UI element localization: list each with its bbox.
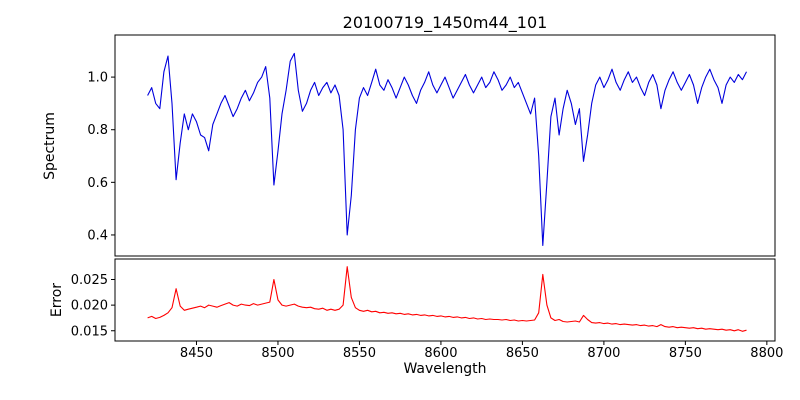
- spectrum-y-tick-label: 1.0: [87, 71, 108, 86]
- x-tick-label: 8700: [587, 346, 620, 361]
- x-tick-label: 8500: [261, 346, 294, 361]
- spectrum-y-tick-label: 0.4: [87, 228, 108, 243]
- error-y-tick-label: 0.015: [71, 324, 108, 339]
- x-tick-label: 8800: [750, 346, 783, 361]
- x-axis-label: Wavelength: [403, 361, 487, 377]
- x-tick-label: 8600: [424, 346, 457, 361]
- error-line: [147, 266, 747, 332]
- spectrum-panel-frame: [114, 34, 776, 257]
- spectrum-line: [147, 52, 747, 247]
- spectrum-y-tick-label: 0.6: [87, 176, 108, 191]
- error-panel-frame: [114, 258, 776, 342]
- x-tick-label: 8550: [343, 346, 376, 361]
- chart-title: 20100719_1450m44_101: [342, 13, 548, 32]
- spectrum-y-tick-label: 0.8: [87, 123, 108, 138]
- error-y-tick-label: 0.025: [71, 273, 108, 288]
- x-tick-label: 8650: [506, 346, 539, 361]
- x-tick-label: 8750: [669, 346, 702, 361]
- x-tick-label: 8450: [180, 346, 213, 361]
- error-y-tick-label: 0.020: [71, 299, 108, 314]
